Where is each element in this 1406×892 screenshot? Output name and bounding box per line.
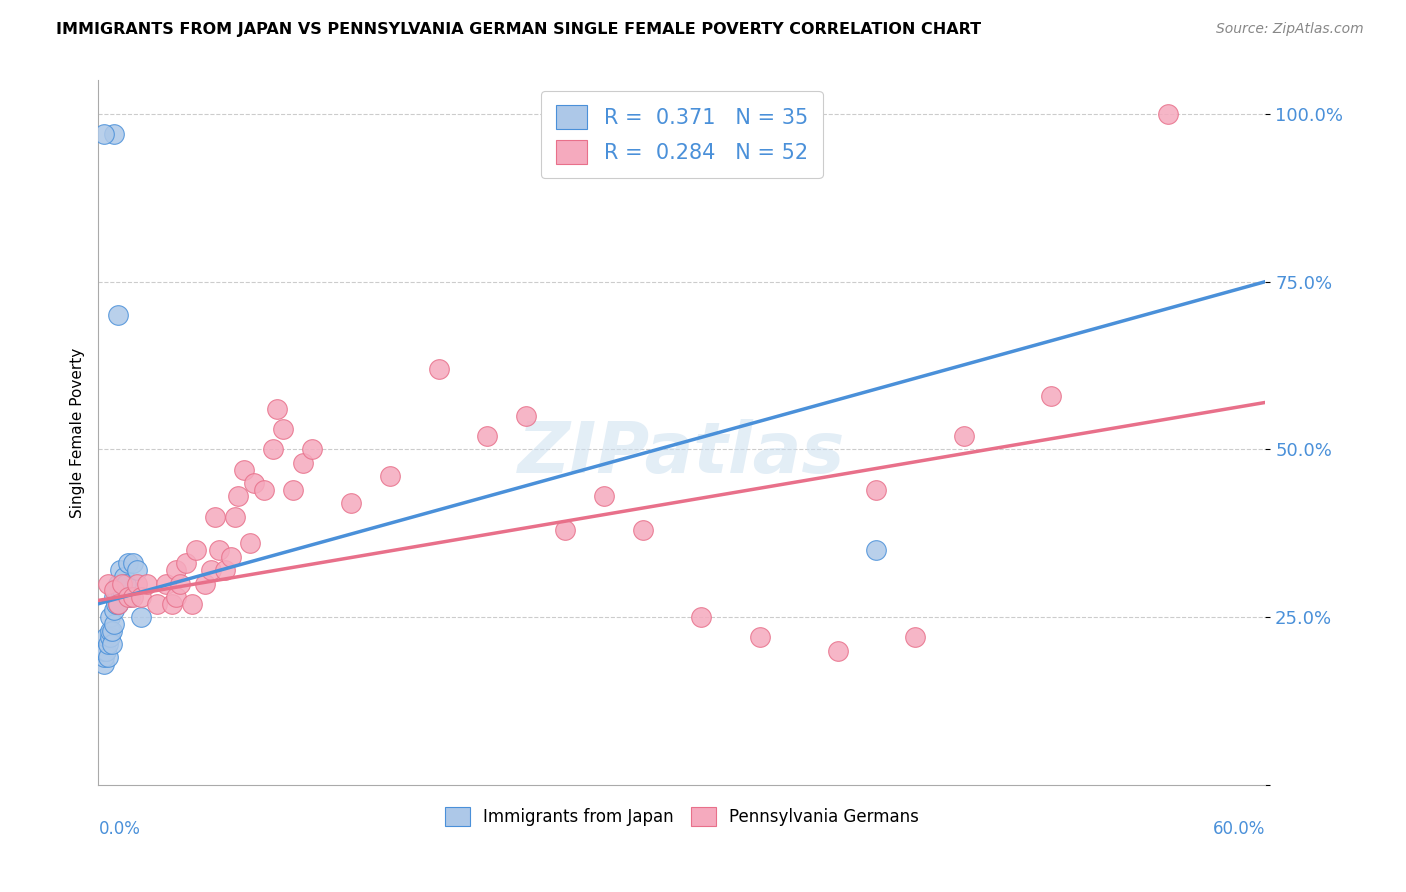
Point — [228, 489, 250, 503]
Point — [129, 590, 152, 604]
Point — [204, 509, 226, 524]
Point — [117, 590, 139, 604]
Point — [271, 422, 294, 436]
Point — [865, 483, 887, 497]
Point — [103, 590, 125, 604]
Point — [233, 462, 256, 476]
Point — [690, 610, 713, 624]
Point — [93, 127, 115, 141]
Point — [340, 496, 363, 510]
Point — [301, 442, 323, 457]
Point — [184, 543, 207, 558]
Point — [266, 402, 288, 417]
Point — [127, 563, 149, 577]
Point — [98, 624, 121, 638]
Text: 0.0%: 0.0% — [98, 821, 141, 838]
Point — [1157, 107, 1180, 121]
Point — [281, 483, 304, 497]
Point — [104, 597, 127, 611]
Point — [174, 557, 197, 571]
Point — [111, 576, 134, 591]
Point — [515, 409, 537, 423]
Point — [146, 597, 169, 611]
Point — [1040, 389, 1063, 403]
Point — [122, 557, 145, 571]
Point — [427, 362, 450, 376]
Text: Source: ZipAtlas.com: Source: ZipAtlas.com — [1216, 22, 1364, 37]
Point — [243, 475, 266, 490]
Point — [97, 637, 120, 651]
Point — [97, 650, 120, 665]
Text: IMMIGRANTS FROM JAPAN VS PENNSYLVANIA GERMAN SINGLE FEMALE POVERTY CORRELATION C: IMMIGRANTS FROM JAPAN VS PENNSYLVANIA GE… — [56, 22, 981, 37]
Point — [380, 469, 402, 483]
Point — [165, 590, 187, 604]
Point — [554, 523, 576, 537]
Point — [122, 590, 145, 604]
Point — [200, 563, 222, 577]
Text: 60.0%: 60.0% — [1213, 821, 1265, 838]
Point — [904, 630, 927, 644]
Point — [118, 590, 141, 604]
Point — [103, 616, 125, 631]
Point — [239, 536, 262, 550]
Point — [97, 576, 120, 591]
Point — [827, 644, 849, 658]
Point — [155, 576, 177, 591]
Point — [865, 543, 887, 558]
Point — [165, 563, 187, 577]
Point — [593, 489, 616, 503]
Point — [117, 557, 139, 571]
Point — [214, 563, 236, 577]
Point — [253, 483, 276, 497]
Point — [93, 650, 115, 665]
Point — [93, 644, 115, 658]
Point — [953, 429, 976, 443]
Point — [107, 597, 129, 611]
Point — [103, 127, 125, 141]
Point — [631, 523, 654, 537]
Point — [104, 583, 127, 598]
Point — [136, 576, 159, 591]
Point — [208, 543, 231, 558]
Point — [96, 644, 118, 658]
Point — [93, 657, 115, 672]
Point — [180, 597, 202, 611]
Point — [108, 563, 131, 577]
Point — [219, 549, 242, 564]
Point — [101, 637, 124, 651]
Point — [112, 570, 135, 584]
Point — [96, 630, 118, 644]
Point — [169, 576, 191, 591]
Text: ZIPatlas: ZIPatlas — [519, 419, 845, 488]
Point — [194, 576, 217, 591]
Point — [107, 576, 129, 591]
Point — [291, 456, 314, 470]
Point — [224, 509, 246, 524]
Point — [108, 583, 131, 598]
Point — [114, 576, 136, 591]
Point — [107, 597, 129, 611]
Point — [748, 630, 770, 644]
Point — [111, 583, 134, 598]
Point — [103, 603, 125, 617]
Point — [111, 576, 134, 591]
Point — [96, 644, 118, 658]
Point — [162, 597, 184, 611]
Point — [127, 576, 149, 591]
Y-axis label: Single Female Poverty: Single Female Poverty — [69, 348, 84, 517]
Point — [262, 442, 284, 457]
Point — [98, 630, 121, 644]
Point — [129, 610, 152, 624]
Point — [101, 624, 124, 638]
Point — [107, 308, 129, 322]
Point — [103, 583, 125, 598]
Legend: Immigrants from Japan, Pennsylvania Germans: Immigrants from Japan, Pennsylvania Germ… — [439, 800, 925, 833]
Point — [477, 429, 499, 443]
Point — [98, 610, 121, 624]
